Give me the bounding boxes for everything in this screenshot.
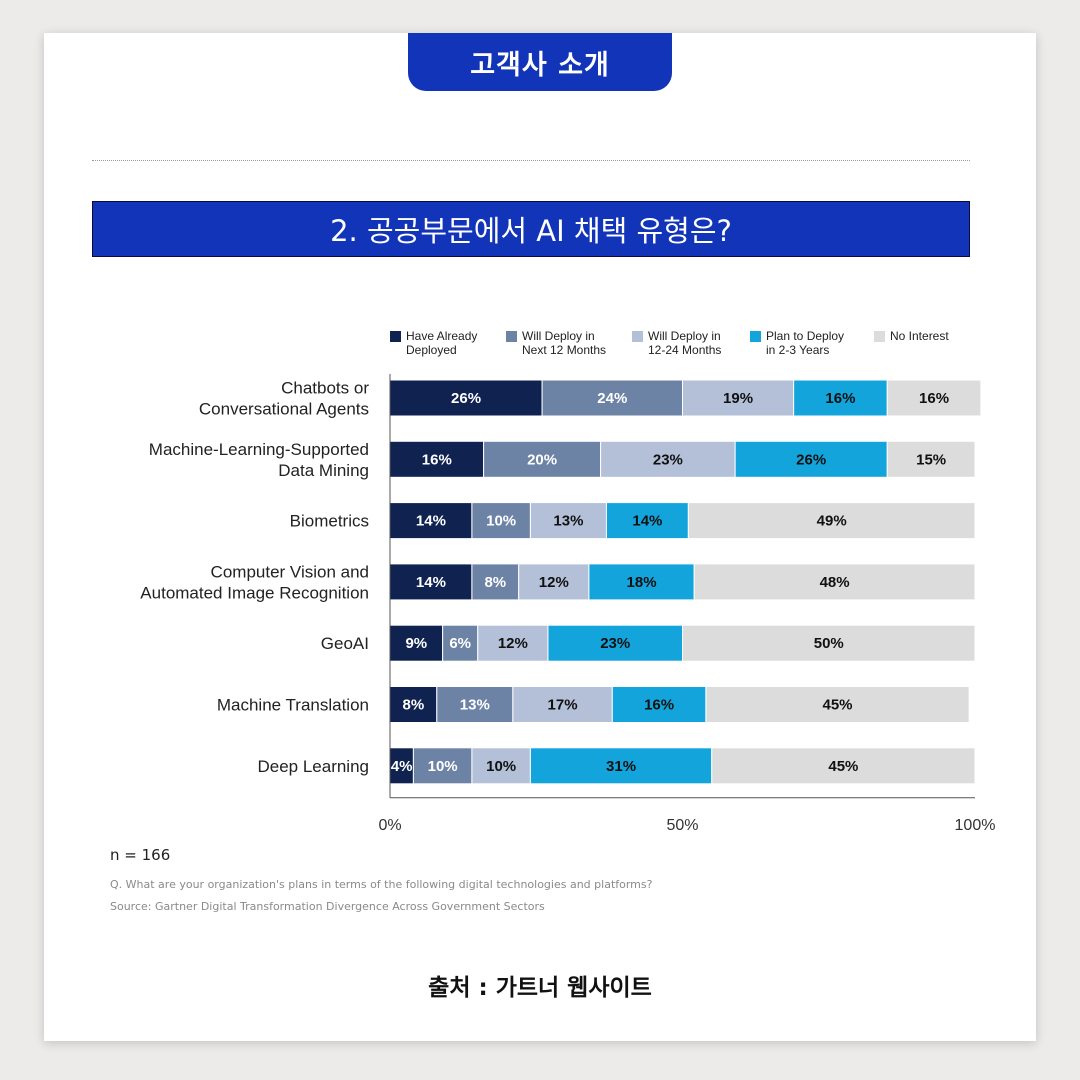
- bar-segment: [389, 624, 444, 662]
- category-label: Chatbots or Conversational Agents: [199, 379, 369, 419]
- bar-segment: [687, 502, 976, 540]
- data-label: 48%: [820, 574, 850, 591]
- x-tick-label: 0%: [378, 817, 401, 834]
- category-label: Machine-Learning-Supported Data Mining: [149, 440, 369, 480]
- data-label: 19%: [723, 390, 753, 407]
- bar-segment: [512, 686, 613, 723]
- dotted-divider: [92, 160, 970, 161]
- data-label: 16%: [919, 390, 949, 407]
- data-label: 10%: [486, 758, 516, 775]
- category-label: Machine Translation: [217, 696, 369, 715]
- bar-segment: [547, 624, 684, 662]
- bar-segment: [389, 502, 473, 540]
- bar-segment: [389, 563, 473, 601]
- bar-segment: [682, 624, 976, 662]
- data-label: 26%: [451, 390, 481, 407]
- bar-segment: [412, 747, 473, 785]
- data-label: 4%: [391, 758, 413, 775]
- data-label: 14%: [632, 513, 662, 530]
- bar-segment: [793, 379, 888, 417]
- bar-segment: [734, 440, 888, 478]
- x-tick-label: 100%: [955, 817, 996, 834]
- bar-segment: [529, 502, 607, 540]
- data-label: 9%: [405, 635, 427, 652]
- data-label: 45%: [828, 758, 858, 775]
- survey-question: Q. What are your organization's plans in…: [110, 878, 653, 891]
- bar-segment: [705, 686, 970, 723]
- section-tab: 고객사 소개: [408, 33, 672, 91]
- bar-segment: [611, 686, 707, 723]
- data-label: 16%: [644, 697, 674, 714]
- data-label: 24%: [597, 390, 627, 407]
- bar-segment: [477, 624, 549, 662]
- legend-label: Will Deploy in 12-24 Months: [648, 329, 721, 357]
- data-label: 18%: [627, 574, 657, 591]
- data-label: 50%: [814, 635, 844, 652]
- data-label: 10%: [428, 758, 458, 775]
- bar-segment: [693, 563, 976, 601]
- legend-label: Have Already Deployed: [406, 329, 477, 357]
- data-label: 23%: [653, 451, 683, 468]
- source-note: Source: Gartner Digital Transformation D…: [110, 900, 545, 913]
- legend-label: Plan to Deploy in 2-3 Years: [766, 329, 844, 357]
- data-label: 16%: [422, 451, 452, 468]
- data-label: 45%: [823, 697, 853, 714]
- data-label: 8%: [403, 697, 425, 714]
- bar-segment: [389, 440, 485, 478]
- data-label: 10%: [486, 513, 516, 530]
- bar-segment: [483, 440, 602, 478]
- data-label: 49%: [817, 513, 847, 530]
- legend-label: No Interest: [890, 329, 949, 343]
- legend-label: Will Deploy in Next 12 Months: [522, 329, 606, 357]
- data-label: 17%: [548, 697, 578, 714]
- bar-segment: [529, 747, 713, 785]
- category-label: Computer Vision and Automated Image Recog…: [140, 562, 369, 602]
- bar-segment: [471, 747, 531, 785]
- credit-text: 출처 : 가트너 웹사이트: [428, 975, 652, 1001]
- data-label: 26%: [796, 451, 826, 468]
- data-label: 16%: [825, 390, 855, 407]
- bar-segment: [886, 440, 976, 478]
- bar-segment: [471, 563, 520, 601]
- category-label: Biometrics: [290, 512, 369, 531]
- bar-segment: [605, 502, 689, 540]
- data-label: 13%: [460, 697, 490, 714]
- data-label: 15%: [916, 451, 946, 468]
- bar-segment: [389, 686, 438, 723]
- category-label: GeoAI: [321, 634, 369, 653]
- data-label: 23%: [600, 635, 630, 652]
- legend-swatch: [390, 331, 401, 342]
- bar-segment: [442, 624, 479, 662]
- sample-size-label: n = 166: [110, 846, 171, 864]
- bar-segment: [711, 747, 976, 785]
- bar-segment: [886, 379, 982, 417]
- bar-segment: [436, 686, 514, 723]
- data-label: 6%: [449, 635, 471, 652]
- data-label: 31%: [606, 758, 636, 775]
- data-label: 12%: [498, 635, 528, 652]
- legend-swatch: [632, 331, 643, 342]
- legend-swatch: [874, 331, 885, 342]
- data-label: 8%: [484, 574, 506, 591]
- data-label: 12%: [539, 574, 569, 591]
- bar-segment: [471, 502, 531, 540]
- data-label: 14%: [416, 574, 446, 591]
- data-label: 20%: [527, 451, 557, 468]
- legend-swatch: [750, 331, 761, 342]
- legend-swatch: [506, 331, 517, 342]
- data-label: 13%: [553, 513, 583, 530]
- category-label: Deep Learning: [257, 757, 369, 776]
- x-tick-label: 50%: [666, 817, 698, 834]
- bar-segment: [518, 563, 590, 601]
- data-label: 14%: [416, 513, 446, 530]
- banner-title: 2. 공공부문에서 AI 채택 유형은?: [92, 201, 970, 257]
